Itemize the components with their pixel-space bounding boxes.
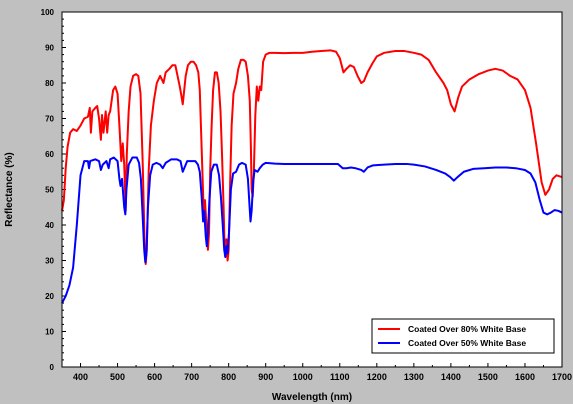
x-tick-label: 1300 <box>404 372 424 382</box>
x-tick-label: 1700 <box>552 372 572 382</box>
x-tick-label: 1100 <box>330 372 350 382</box>
x-tick-label: 1500 <box>478 372 498 382</box>
x-tick-label: 1200 <box>367 372 387 382</box>
y-tick-label: 100 <box>41 8 55 17</box>
x-tick-label: 1400 <box>441 372 461 382</box>
x-tick-label: 500 <box>110 372 125 382</box>
y-tick-label: 40 <box>45 221 54 230</box>
y-axis-label: Reflectance (%) <box>4 152 15 226</box>
y-tick-label: 50 <box>45 186 54 195</box>
plot-frame <box>61 11 563 368</box>
plot-area <box>62 12 562 367</box>
x-axis-label: Wavelength (nm) <box>272 392 352 403</box>
y-tick-label: 0 <box>50 363 55 372</box>
series-line-1 <box>61 49 563 266</box>
y-tick-label: 70 <box>45 115 54 124</box>
legend-label-series-1: Coated Over 80% White Base <box>408 324 526 334</box>
x-tick-label: 600 <box>147 372 162 382</box>
legend: Coated Over 80% White Base Coated Over 5… <box>371 318 555 354</box>
y-tick-label: 10 <box>45 328 54 337</box>
y-tick-label: 60 <box>45 150 54 159</box>
y-tick-label: 20 <box>45 292 54 301</box>
y-tick-label: 30 <box>45 257 54 266</box>
x-tick-label: 800 <box>221 372 236 382</box>
x-tick-label: 700 <box>184 372 199 382</box>
legend-box <box>371 318 555 354</box>
series-layer <box>61 49 563 304</box>
x-tick-label: 1600 <box>515 372 535 382</box>
x-axis: 400 500 600 700 800 900 1000 1100 1200 1300 1400 15… <box>61 363 572 382</box>
y-tick-label: 80 <box>45 79 54 88</box>
x-tick-label: 1000 <box>293 372 313 382</box>
legend-label-series-2: Coated Over 50% White Base <box>408 338 526 348</box>
y-tick-label: 90 <box>45 44 54 53</box>
x-tick-label: 400 <box>73 372 88 382</box>
x-tick-label: 900 <box>258 372 273 382</box>
series-line-2 <box>61 156 563 304</box>
